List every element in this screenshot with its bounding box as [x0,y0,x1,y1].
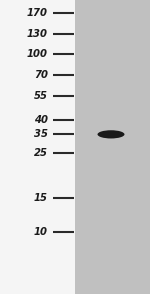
Text: 55: 55 [34,91,48,101]
Bar [75,0,150,294]
Text: 40: 40 [34,115,48,125]
Bar [0,0,75,294]
Ellipse shape [98,130,124,138]
Text: 10: 10 [34,227,48,237]
Text: 70: 70 [34,70,48,80]
Text: 25: 25 [34,148,48,158]
Text: 35: 35 [34,129,48,139]
Text: 15: 15 [34,193,48,203]
Text: 170: 170 [27,8,48,18]
Text: 100: 100 [27,49,48,59]
Text: 130: 130 [27,29,48,39]
